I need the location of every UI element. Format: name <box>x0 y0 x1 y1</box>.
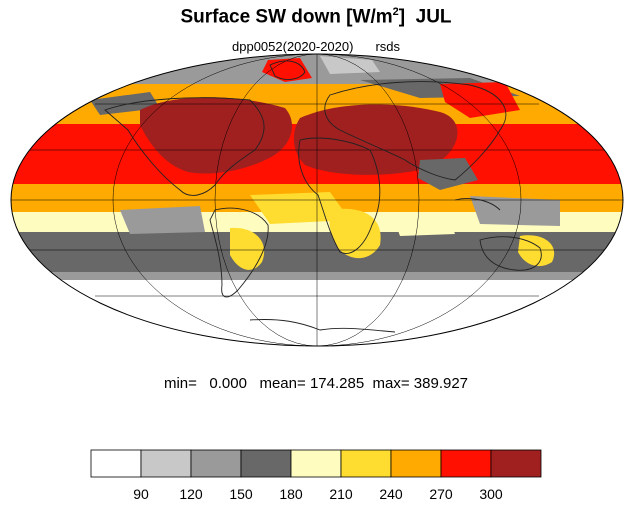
colorbar-swatch <box>90 449 142 478</box>
figure-title: Surface SW down [W/m2] JUL <box>180 6 452 28</box>
colorbar-label: 150 <box>229 486 253 502</box>
colorbar-label: 90 <box>133 486 149 502</box>
colorbar-label: 180 <box>279 486 303 502</box>
globe-outline <box>10 53 624 347</box>
colorbar-swatch <box>290 449 342 478</box>
colorbar-swatch <box>490 449 542 478</box>
colorbar-swatch <box>240 449 292 478</box>
colorbar-label: 300 <box>479 486 503 502</box>
graticule <box>11 53 623 347</box>
colorbar-swatch <box>140 449 192 478</box>
colorbar-swatch <box>440 449 492 478</box>
colorbar-label: 240 <box>379 486 403 502</box>
colorbar-swatch <box>190 449 242 478</box>
figure-subtitle: dpp0052(2020-2020) rsds <box>0 39 632 54</box>
coastlines <box>104 60 542 333</box>
run-label: dpp0052(2020-2020) <box>232 39 354 54</box>
stats-line: min= 0.000 mean= 174.285 max= 389.927 <box>163 375 469 392</box>
colorbar-swatch <box>390 449 442 478</box>
variable-label: rsds <box>375 39 400 54</box>
colorbar-swatch <box>340 449 392 478</box>
colorbar-label: 210 <box>329 486 353 502</box>
colorbar-label: 120 <box>179 486 203 502</box>
colorbar-label: 270 <box>429 486 453 502</box>
